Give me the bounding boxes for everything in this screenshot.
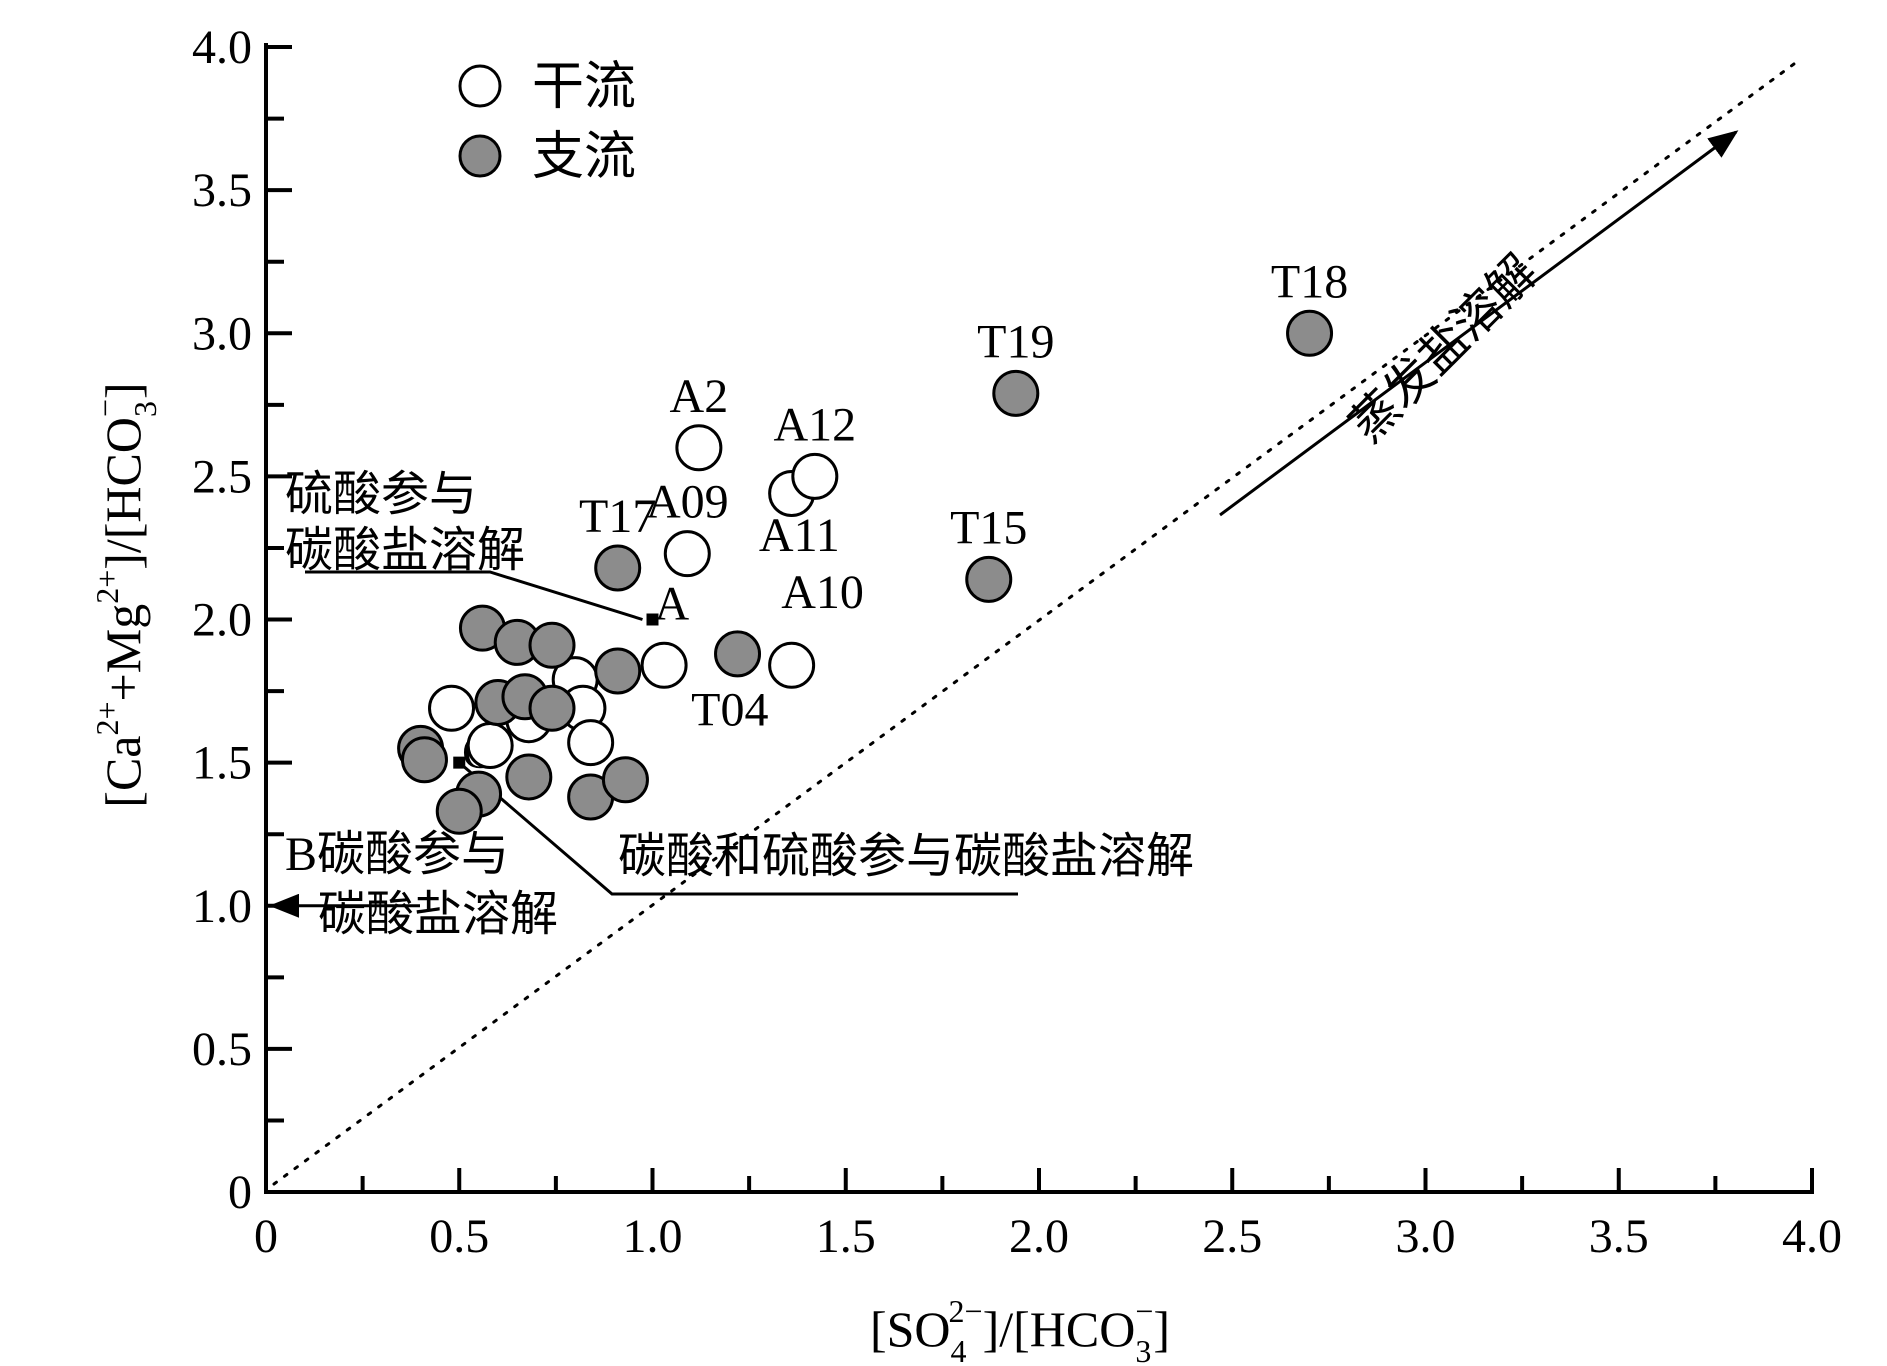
data-point-tributary [594,647,642,695]
data-point-tributary [714,630,762,678]
data-point-mainstream [675,424,723,472]
y-tick-label: 4.0 [192,21,252,74]
point-label: T19 [977,315,1054,368]
point-label: A12 [773,398,856,451]
data-point-mainstream [791,452,839,500]
data-point-tributary [992,369,1040,417]
y-tick-label: 1.5 [192,737,252,790]
data-point-tributary [528,621,576,669]
x-tick-label: 3.5 [1589,1210,1649,1263]
y-tick-label: 2.0 [192,594,252,647]
data-point-tributary [601,756,649,804]
data-point-tributary [400,736,448,784]
x-tick-label: 1.0 [623,1210,683,1263]
mixed-acid-leader-line [458,761,1018,896]
legend-marker-tributary [458,134,502,178]
legend-label-tributary: 支流 [532,129,636,186]
data-point-tributary [505,753,553,801]
point-label: T15 [950,501,1027,554]
x-tick-label: 2.5 [1202,1210,1262,1263]
point-label: T17 [579,490,656,543]
legend-marker-mainstream [458,64,502,108]
data-point-mainstream [768,641,816,689]
sulfuric-annotation-line1: 硫酸参与 [285,468,477,521]
data-point-mainstream [663,530,711,578]
sulfuric-annotation-line2: 碳酸盐溶解 [285,524,525,577]
data-point-mainstream [466,721,514,769]
data-point-tributary [528,684,576,732]
data-point-tributary [965,555,1013,603]
legend-label-mainstream: 干流 [532,59,636,116]
carbonic-annotation-line2: 碳酸盐溶解 [318,888,558,941]
x-tick-label: 1.5 [816,1210,876,1263]
data-point-mainstream [428,684,476,732]
data-point-mainstream [567,719,615,767]
evaporite-dissolution-arrow [1219,130,1739,517]
legend: 干流 支流 [458,59,636,186]
sulfuric-acid-arrow [305,570,643,621]
point-a-marker [646,613,659,626]
y-tick-label: 2.5 [192,450,252,503]
mixed-annotation: 碳酸和硫酸参与碳酸盐溶解 [618,830,1194,883]
evaporite-annotation: 蒸发盐溶解 [1340,245,1547,452]
data-point-tributary [1286,309,1334,357]
x-tick-label: 0.5 [429,1210,489,1263]
axes: 0 0.5 1.0 1.5 2.0 2.5 3.0 3.5 4.0 0 0.5 1.0 1.5 2.0 2… [192,21,1842,1263]
y-tick-label: 0.5 [192,1023,252,1076]
point-c-marker [453,756,466,769]
y-axis-ticks: 0 0.5 1.0 1.5 2.0 2.5 3.0 3.5 4.0 [192,21,292,1219]
carbonic-annotation-line1: B碳酸参与 [285,828,509,881]
data-point-tributary [435,787,483,835]
free-point-label: A10 [781,566,864,619]
x-tick-label: 3.0 [1396,1210,1456,1263]
x-axis-label: [SO42−]/[HCO3−] [870,1293,1170,1366]
y-tick-label: 3.0 [192,307,252,360]
free-point-label: T04 [691,683,768,736]
point-label: A09 [646,476,729,529]
x-tick-label: 4.0 [1782,1210,1842,1263]
series-mainstream [428,424,839,769]
one-to-one-reference-line [272,59,1800,1186]
y-tick-label: 3.5 [192,164,252,217]
data-point-tributary [594,544,642,592]
y-tick-label: 1.0 [192,880,252,933]
y-axis-label: [Ca2++Mg2+]/[HCO3−] [87,382,163,807]
y-tick-label: 0 [228,1166,252,1219]
x-tick-label: 0 [254,1210,278,1263]
series-tributary [397,309,1334,835]
x-axis-ticks: 0 0.5 1.0 1.5 2.0 2.5 3.0 3.5 4.0 [254,1168,1842,1263]
point-label: T18 [1271,255,1348,308]
data-point-mainstream [640,641,688,689]
point-label: A2 [670,370,729,423]
free-point-label: A11 [759,509,840,562]
free-point-label: A [654,578,689,631]
x-tick-label: 2.0 [1009,1210,1069,1263]
